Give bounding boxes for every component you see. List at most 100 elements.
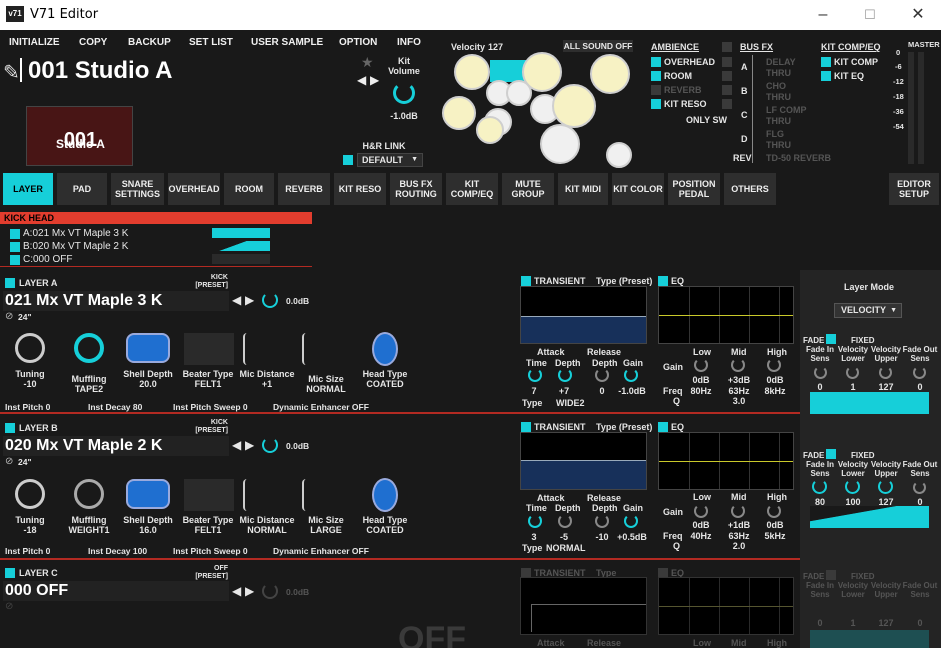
maximize-button[interactable]: ☐ bbox=[864, 7, 876, 22]
eq-a-low-freq[interactable]: 80Hz bbox=[690, 386, 712, 396]
beater-type-value[interactable]: FELT1 bbox=[194, 379, 222, 389]
fade-a-range-bar[interactable] bbox=[810, 392, 929, 414]
transient-b-gain[interactable]: +0.5dB bbox=[617, 532, 647, 542]
kit-comp-checkbox[interactable] bbox=[821, 57, 831, 67]
bus-rev-fx[interactable]: TD-50 REVERB bbox=[766, 153, 832, 163]
pad-tom-2[interactable] bbox=[506, 80, 532, 106]
tab-bus-fx-routing[interactable]: BUS FX ROUTING bbox=[390, 173, 442, 205]
transient-b-rdepth[interactable]: -10 bbox=[595, 532, 609, 542]
eq-b-low-freq[interactable]: 40Hz bbox=[690, 531, 712, 541]
tab-editor-setup[interactable]: EDITOR SETUP bbox=[889, 173, 939, 205]
mic-size-value[interactable]: LARGE bbox=[310, 525, 342, 535]
transient-b-checkbox[interactable] bbox=[521, 422, 531, 432]
layer-b-checkbox[interactable] bbox=[5, 423, 15, 433]
transient-b-gain-knob[interactable] bbox=[624, 514, 638, 528]
layer-c-instrument-field[interactable]: 000 OFF bbox=[3, 581, 229, 601]
tuning-icon[interactable] bbox=[15, 479, 45, 509]
tab-reverb[interactable]: REVERB bbox=[278, 173, 330, 205]
transient-a-type[interactable]: WIDE2 bbox=[556, 398, 585, 408]
head-type-icon[interactable] bbox=[372, 332, 398, 366]
eq-a-low-gain[interactable]: 0dB bbox=[692, 375, 710, 385]
inst-decay[interactable]: Inst Decay 80 bbox=[88, 402, 143, 412]
eq-b-low-gain[interactable]: 0dB bbox=[692, 520, 710, 530]
all-sound-off-button[interactable]: ALL SOUND OFF bbox=[563, 40, 633, 52]
fade-a-v1[interactable]: 0 bbox=[817, 382, 823, 392]
muffling-value[interactable]: TAPE2 bbox=[74, 384, 104, 394]
menu-backup[interactable]: BACKUP bbox=[128, 37, 171, 48]
bus-b-fx-1[interactable]: CHO bbox=[766, 81, 786, 91]
eq-a-q[interactable]: 3.0 bbox=[732, 396, 746, 406]
eq-b-high-freq[interactable]: 5kHz bbox=[764, 531, 786, 541]
layer-list-b[interactable]: B:020 Mx VT Maple 2 K bbox=[23, 241, 129, 252]
favorite-star-icon[interactable]: ★ bbox=[361, 54, 374, 70]
fade-b-v1[interactable]: 80 bbox=[814, 497, 825, 507]
inst-pitch[interactable]: Inst Pitch 0 bbox=[5, 546, 51, 556]
eq-b-high-gain[interactable]: 0dB bbox=[766, 520, 784, 530]
transient-c-checkbox[interactable] bbox=[521, 568, 531, 578]
ambience-sw-3[interactable] bbox=[722, 85, 732, 95]
ambience-sw-1[interactable] bbox=[722, 57, 732, 67]
menu-option[interactable]: OPTION bbox=[339, 37, 378, 48]
tab-kit-comp-eq[interactable]: KIT COMP/EQ bbox=[446, 173, 498, 205]
tab-mute-group[interactable]: MUTE GROUP bbox=[502, 173, 554, 205]
fade-c-v2[interactable]: 1 bbox=[850, 618, 856, 628]
beater-type-value[interactable]: FELT1 bbox=[194, 525, 222, 535]
menu-copy[interactable]: COPY bbox=[79, 37, 108, 48]
head-type-value[interactable]: COATED bbox=[366, 379, 404, 389]
fade-a-v2[interactable]: 1 bbox=[850, 382, 856, 392]
mic-distance-value[interactable]: +1 bbox=[261, 379, 273, 389]
kit-eq-checkbox[interactable] bbox=[821, 71, 831, 81]
mic-distance-icon[interactable] bbox=[243, 479, 277, 511]
reverb-checkbox[interactable] bbox=[651, 85, 661, 95]
eq-a-high-gain[interactable]: 0dB bbox=[766, 375, 784, 385]
mic-distance-icon[interactable] bbox=[243, 333, 277, 365]
kit-reso-checkbox[interactable] bbox=[651, 99, 661, 109]
pad-ride-2[interactable] bbox=[552, 84, 596, 128]
pad-ride[interactable] bbox=[590, 54, 630, 94]
tab-snare-settings[interactable]: SNARE SETTINGS bbox=[111, 173, 164, 205]
mic-size-value[interactable]: NORMAL bbox=[306, 384, 346, 394]
fade-a-k1[interactable] bbox=[814, 366, 827, 379]
layer-mode-dropdown[interactable]: VELOCITY ▼ bbox=[834, 303, 902, 318]
hr-link-dropdown[interactable]: DEFAULT ▼ bbox=[357, 153, 423, 167]
transient-a-rdepth-knob[interactable] bbox=[595, 368, 609, 382]
bus-c-fx-1[interactable]: LF COMP bbox=[766, 105, 807, 115]
kit-next-arrow-icon[interactable]: ▶ bbox=[370, 73, 380, 87]
inst-pitch[interactable]: Inst Pitch 0 bbox=[5, 402, 51, 412]
transient-b-depth[interactable]: -5 bbox=[559, 532, 568, 542]
mic-distance-value[interactable]: NORMAL bbox=[247, 525, 287, 535]
fade-b-k4[interactable] bbox=[913, 481, 926, 494]
eq-b-high-knob[interactable] bbox=[767, 504, 781, 518]
layer-list-b-checkbox[interactable] bbox=[10, 242, 20, 252]
head-type-icon[interactable] bbox=[372, 478, 398, 512]
layer-list-a-checkbox[interactable] bbox=[10, 229, 20, 239]
fade-b-range-bar[interactable] bbox=[810, 506, 929, 528]
layer-a-prev-icon[interactable]: ◀ bbox=[232, 293, 242, 307]
transient-a-checkbox[interactable] bbox=[521, 276, 531, 286]
eq-a-mid-freq[interactable]: 63Hz bbox=[728, 386, 750, 396]
layer-b-instrument-field[interactable]: 020 Mx VT Maple 2 K bbox=[3, 436, 229, 456]
menu-initialize[interactable]: INITIALIZE bbox=[9, 37, 60, 48]
dynamic-enhancer[interactable]: Dynamic Enhancer OFF bbox=[273, 546, 369, 556]
shell-depth-icon[interactable] bbox=[126, 333, 170, 363]
tab-kit-color[interactable]: KIT COLOR bbox=[612, 173, 664, 205]
bus-b-fx-2[interactable]: THRU bbox=[766, 92, 791, 102]
ambience-sw-2[interactable] bbox=[722, 71, 732, 81]
eq-b-low-knob[interactable] bbox=[694, 504, 708, 518]
muffling-icon[interactable] bbox=[74, 479, 104, 509]
fade-c-v3[interactable]: 127 bbox=[878, 618, 894, 628]
transient-a-time[interactable]: 7 bbox=[531, 386, 537, 396]
kit-thumbnail[interactable]: 001 Studio A bbox=[26, 106, 133, 166]
inst-pitch-sweep[interactable]: Inst Pitch Sweep 0 bbox=[173, 546, 248, 556]
transient-a-gain-knob[interactable] bbox=[624, 368, 638, 382]
tuning-icon[interactable] bbox=[15, 333, 45, 363]
fade-c-toggle[interactable] bbox=[826, 570, 836, 580]
menu-info[interactable]: INFO bbox=[397, 37, 421, 48]
layer-c-checkbox[interactable] bbox=[5, 568, 15, 578]
layer-list-c[interactable]: C:000 OFF bbox=[23, 254, 73, 265]
eq-a-high-freq[interactable]: 8kHz bbox=[764, 386, 786, 396]
fade-c-v1[interactable]: 0 bbox=[817, 618, 823, 628]
layer-b-prev-icon[interactable]: ◀ bbox=[232, 438, 242, 452]
eq-a-high-knob[interactable] bbox=[767, 358, 781, 372]
fade-a-k4[interactable] bbox=[913, 366, 926, 379]
